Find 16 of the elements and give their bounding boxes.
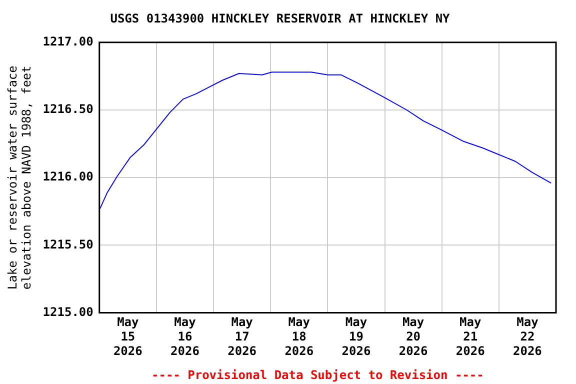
x-tick-label: May 16 2026 [170, 315, 200, 358]
y-axis-title: Lake or reservoir water surface elevation above NAVD 1988, feet [5, 66, 34, 290]
y-tick-label: 1215.00 [42, 304, 94, 319]
x-tick-label: May 22 2026 [513, 315, 542, 358]
chart-title: USGS 01343900 HINCKLEY RESERVOIR AT HINCKLEY NY [110, 11, 451, 26]
y-tick-label: 1215.50 [42, 237, 94, 252]
y-tick-label: 1216.50 [42, 102, 94, 116]
x-tick-label: May 19 2026 [342, 315, 371, 358]
x-tick-label: May 15 2026 [113, 315, 142, 358]
x-tick-label: May 20 2026 [398, 315, 428, 358]
x-tick-label: May 21 2026 [456, 315, 485, 358]
x-tick-label: May 17 2026 [228, 315, 257, 358]
y-tick-label: 1217.00 [42, 34, 94, 49]
x-tick-label: May 18 2026 [284, 315, 314, 358]
y-tick-label: 1216.00 [42, 170, 94, 184]
text: ---- Provisional Data Subject to Revision ---- [152, 368, 484, 382]
